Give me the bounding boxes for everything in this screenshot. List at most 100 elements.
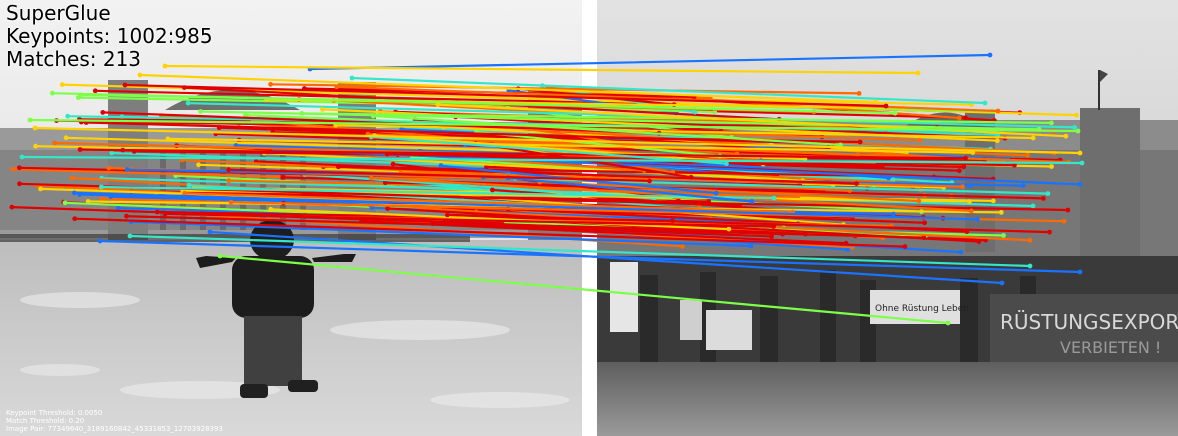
keypoint-dot xyxy=(724,161,729,167)
keypoint-dot xyxy=(1075,128,1081,134)
keypoint-dot xyxy=(802,156,808,162)
match-line xyxy=(123,83,888,108)
keypoint-dot xyxy=(771,195,777,201)
keypoint-dot xyxy=(435,102,441,108)
keypoint-dot xyxy=(186,182,192,188)
keypoint-dot xyxy=(137,72,143,78)
match-line xyxy=(129,220,753,248)
match-line xyxy=(308,53,992,71)
keypoint-dot xyxy=(873,99,879,105)
keypoint-dot xyxy=(891,211,896,217)
keypoint-dot xyxy=(226,167,232,173)
keypoint-dot xyxy=(915,70,921,76)
keypoint-dot xyxy=(1020,183,1026,189)
footer-image-pair: Image Pair: 77349640_3189160842_45331853… xyxy=(6,425,223,433)
match-line xyxy=(227,168,651,182)
keypoint-dot xyxy=(243,112,248,118)
keypoint-dot xyxy=(109,150,114,156)
keypoint-dot xyxy=(124,167,130,173)
keypoint-dot xyxy=(334,84,340,90)
keypoint-dot xyxy=(845,247,851,252)
match-line xyxy=(51,92,897,115)
keypoint-dot xyxy=(902,244,908,250)
match-line xyxy=(372,114,842,146)
keypoint-dot xyxy=(268,81,273,87)
match-line xyxy=(370,135,728,165)
match-line xyxy=(337,165,858,185)
match-line xyxy=(10,206,784,236)
keypoint-dot xyxy=(1045,191,1051,197)
keypoint-dot xyxy=(1061,218,1067,224)
keypoint-dot xyxy=(1074,112,1079,118)
keypoint-dot xyxy=(999,280,1005,286)
match-lines xyxy=(9,52,1085,326)
keypoint-dot xyxy=(336,164,341,170)
match-line xyxy=(436,103,1068,138)
keypoint-dot xyxy=(1077,182,1083,187)
keypoint-dot xyxy=(445,212,450,218)
keypoint-dot xyxy=(1079,160,1085,166)
keypoint-dot xyxy=(198,109,204,114)
keypoint-dot xyxy=(974,217,980,222)
keypoint-dot xyxy=(958,249,964,255)
keypoint-dot xyxy=(712,109,718,115)
keypoint-dot xyxy=(99,184,104,190)
keypoint-dot xyxy=(1049,164,1054,169)
match-line xyxy=(138,73,878,104)
match-line xyxy=(506,176,754,203)
keypoint-dot xyxy=(69,175,75,181)
keypoint-dot xyxy=(1030,135,1036,141)
keypoint-dot xyxy=(843,240,849,246)
keypoint-dot xyxy=(856,91,862,96)
keypoint-dot xyxy=(1027,263,1033,269)
keypoint-dot xyxy=(892,110,898,116)
keypoint-dot xyxy=(490,187,495,193)
keypoint-dot xyxy=(956,168,962,174)
match-line xyxy=(334,124,1035,140)
keypoint-dot xyxy=(182,190,188,196)
match-line xyxy=(166,137,974,154)
keypoint-dot xyxy=(62,200,68,206)
keypoint-dot xyxy=(647,178,652,184)
keypoint-dot xyxy=(438,163,444,169)
keypoint-dot xyxy=(154,209,160,215)
keypoint-dot xyxy=(72,216,78,222)
keypoint-dot xyxy=(1047,229,1052,235)
keypoint-dot xyxy=(737,202,742,208)
keypoint-dot xyxy=(65,113,71,119)
keypoint-dot xyxy=(226,178,232,184)
match-line xyxy=(538,180,920,203)
keypoint-dot xyxy=(349,75,355,81)
keypoint-dot xyxy=(968,208,974,214)
match-line xyxy=(350,76,987,105)
keypoint-dot xyxy=(883,103,889,109)
keypoint-dot xyxy=(382,180,388,186)
match-line xyxy=(399,171,964,188)
banner-text-verbieten: VERBIETEN ! xyxy=(1060,338,1161,357)
overlay-keypoints: Keypoints: 1002:985 xyxy=(6,24,213,48)
keypoint-dot xyxy=(916,198,922,204)
overlay-title: SuperGlue xyxy=(6,1,111,25)
match-line xyxy=(475,131,722,157)
keypoint-dot xyxy=(1049,120,1054,126)
match-line xyxy=(85,121,835,145)
keypoint-dot xyxy=(99,196,105,202)
match-line xyxy=(300,112,1053,125)
keypoint-dot xyxy=(19,154,25,160)
match-line xyxy=(73,191,979,221)
match-line xyxy=(73,217,907,248)
keypoint-dot xyxy=(987,52,993,58)
keypoint-dot xyxy=(32,125,38,131)
keypoint-dot xyxy=(50,90,55,96)
banner-text-rustungsexporte: RÜSTUNGSEXPORTE xyxy=(1000,310,1178,334)
keypoint-dot xyxy=(122,82,128,88)
match-line xyxy=(20,155,1084,165)
keypoint-dot xyxy=(370,113,376,119)
keypoint-dot xyxy=(680,243,685,249)
match-line xyxy=(218,254,950,325)
match-line xyxy=(183,192,794,214)
match-line xyxy=(269,208,731,231)
keypoint-dot xyxy=(945,320,951,326)
keypoint-dot xyxy=(960,184,965,190)
